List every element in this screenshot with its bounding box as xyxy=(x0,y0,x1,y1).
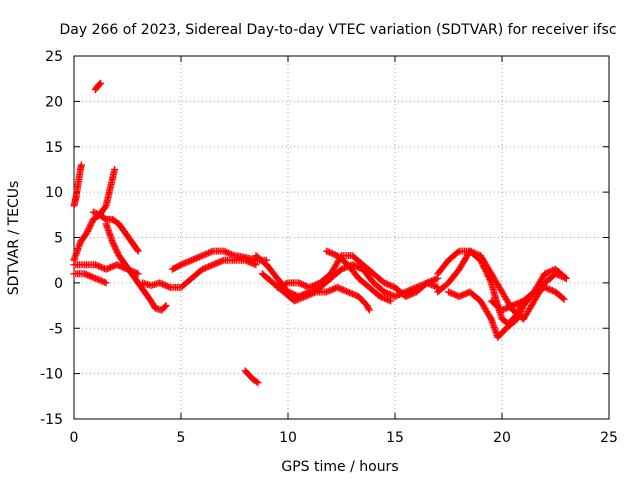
y-tick-label: 20 xyxy=(45,94,63,110)
data-point xyxy=(109,240,117,248)
data-point xyxy=(102,279,110,287)
data-point xyxy=(77,161,85,169)
x-axis-label: GPS time / hours xyxy=(281,459,398,475)
y-tick-label: -15 xyxy=(40,412,63,428)
data-point xyxy=(513,315,521,323)
series-arc-18 xyxy=(487,265,570,314)
data-point xyxy=(454,248,462,256)
data-point xyxy=(387,297,395,305)
y-tick-label: 5 xyxy=(54,231,63,247)
data-point xyxy=(161,303,169,311)
data-point xyxy=(134,270,142,278)
data-point xyxy=(253,378,261,386)
series-arc-5 xyxy=(70,270,110,287)
data-point xyxy=(87,220,95,228)
data-point xyxy=(97,79,105,87)
x-tick-label: 15 xyxy=(386,430,404,446)
data-point xyxy=(109,238,117,246)
x-tick-label: 0 xyxy=(70,430,79,446)
y-tick-label: 10 xyxy=(45,185,63,201)
data-point xyxy=(83,229,91,237)
data-point xyxy=(84,227,92,235)
data-point xyxy=(254,379,262,387)
data-point xyxy=(111,244,119,252)
data-point xyxy=(86,223,94,231)
data-point xyxy=(111,243,119,251)
series-arc-12 xyxy=(258,270,373,314)
data-point xyxy=(365,306,373,314)
data-point xyxy=(364,303,372,311)
data-point xyxy=(517,308,525,316)
data-point xyxy=(517,306,525,314)
data-point xyxy=(84,226,92,234)
data-markers xyxy=(70,79,570,387)
data-point xyxy=(88,218,96,226)
data-point xyxy=(516,309,524,317)
chart-title: Day 266 of 2023, Sidereal Day-to-day VTE… xyxy=(59,22,616,38)
y-tick-label: 0 xyxy=(54,276,63,292)
data-point xyxy=(514,312,522,320)
data-point xyxy=(363,302,371,310)
data-point xyxy=(515,311,523,319)
data-point xyxy=(486,314,494,322)
data-point xyxy=(113,247,121,255)
data-point xyxy=(86,221,94,229)
x-tick-label: 25 xyxy=(600,430,618,446)
series-arc-10 xyxy=(241,367,262,387)
data-point xyxy=(91,209,99,217)
data-point xyxy=(133,246,141,254)
y-tick-label: -5 xyxy=(49,321,63,337)
data-point xyxy=(162,302,170,310)
grid-lines xyxy=(74,56,609,419)
series-arc-1 xyxy=(70,161,85,210)
series-arc-4 xyxy=(89,208,142,255)
axis-ticks xyxy=(73,55,610,420)
x-tick-label: 5 xyxy=(177,430,186,446)
data-point xyxy=(89,208,97,216)
y-tick-label: 25 xyxy=(45,49,63,65)
series-arc-7 xyxy=(102,220,170,314)
data-point xyxy=(518,305,526,313)
series-arc-14 xyxy=(323,247,395,305)
x-tick-label: 20 xyxy=(493,430,511,446)
series-arc-2 xyxy=(91,79,105,94)
y-tick-label: 15 xyxy=(45,140,63,156)
series-arc-3 xyxy=(70,165,119,264)
data-point xyxy=(134,247,142,255)
data-point xyxy=(514,314,522,322)
data-point xyxy=(85,224,93,232)
data-point xyxy=(561,273,569,281)
data-point xyxy=(560,295,568,303)
data-point xyxy=(111,165,119,173)
data-point xyxy=(365,305,373,313)
series-arc-8 xyxy=(138,256,260,291)
tick-labels: 0 5 10 15 20 25 -15 -10 -5 0 5 10 15 20 25 xyxy=(40,49,618,446)
data-point xyxy=(562,274,570,282)
series-arc-13 xyxy=(273,252,442,300)
data-point xyxy=(92,209,100,217)
data-point xyxy=(112,246,120,254)
x-tick-label: 10 xyxy=(279,430,297,446)
y-axis-label: SDTVAR / TECUs xyxy=(6,181,22,296)
data-point xyxy=(110,241,118,249)
data-point xyxy=(114,249,122,257)
series-arc-16 xyxy=(434,247,570,323)
y-tick-label: -10 xyxy=(40,367,63,383)
data-point xyxy=(559,294,567,302)
data-point xyxy=(96,80,104,88)
